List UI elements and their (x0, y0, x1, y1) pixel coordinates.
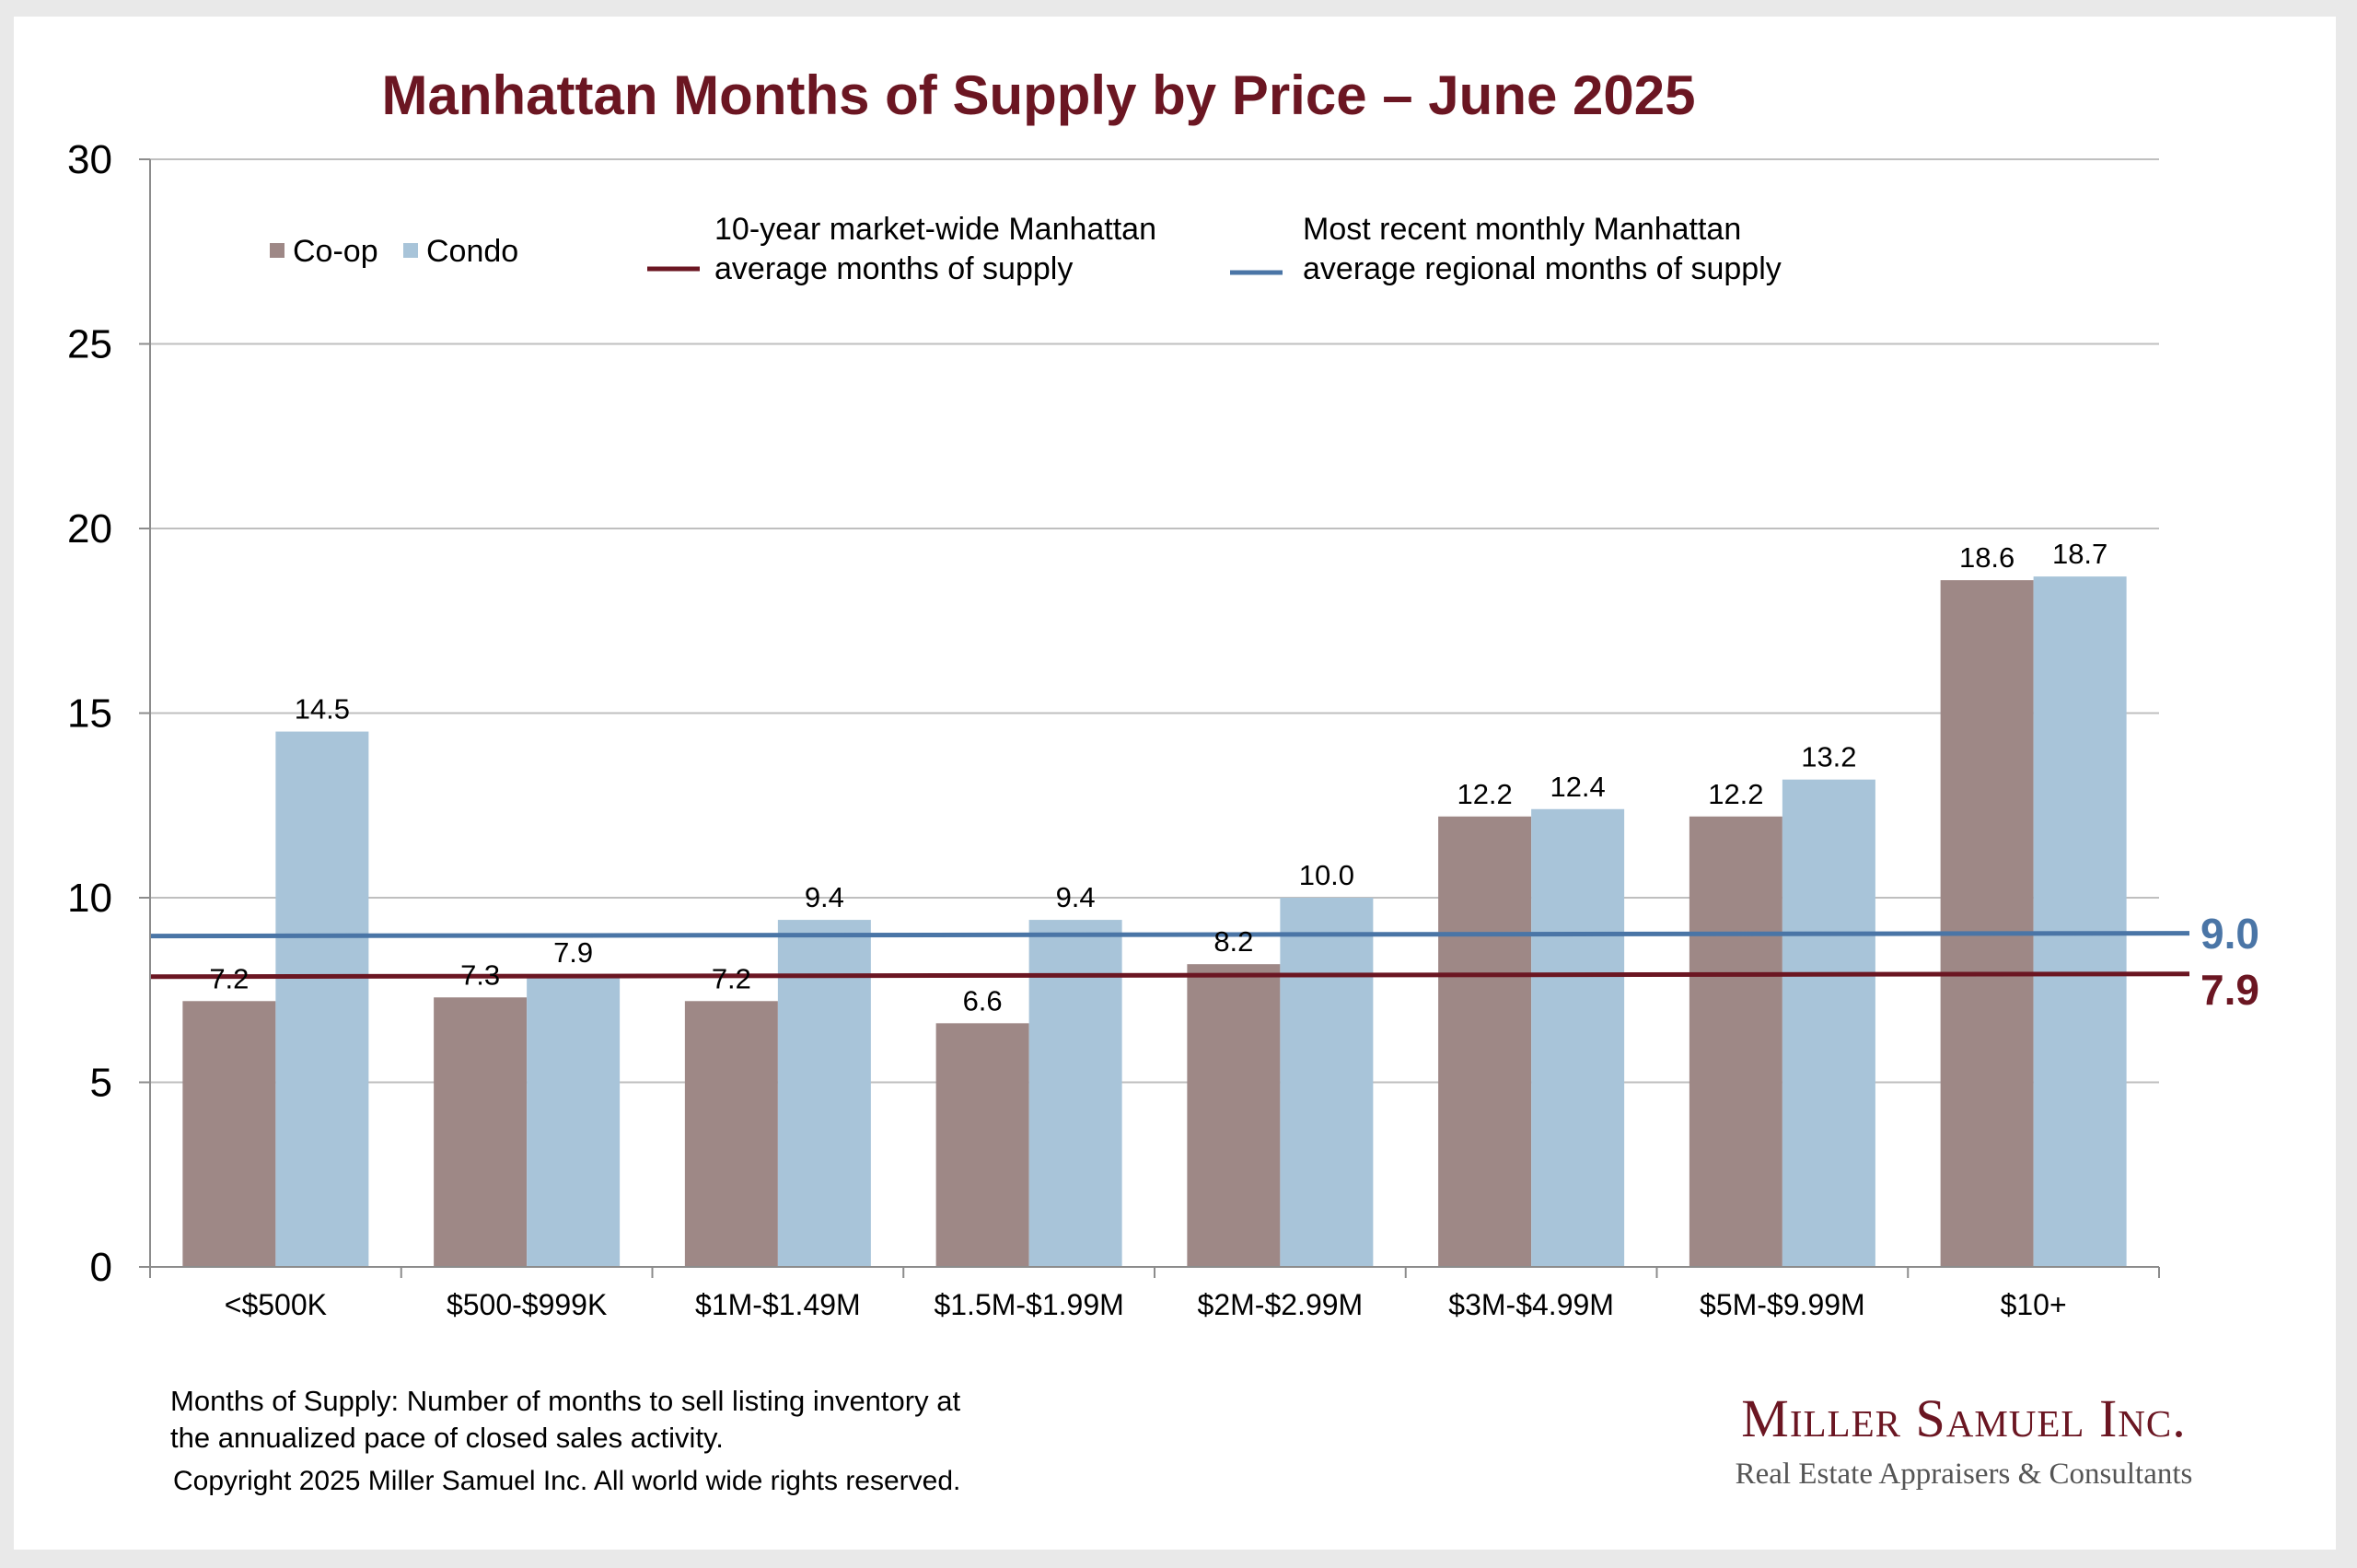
y-tick-label: 30 (67, 137, 112, 182)
coop-data-label: 7.2 (712, 962, 751, 994)
x-tick-label: $500-$999K (447, 1288, 607, 1321)
coop-bar (182, 1001, 276, 1267)
bars (182, 576, 2127, 1267)
coop-data-label: 7.3 (460, 958, 500, 991)
note-line-1: Months of Supply: Number of months to se… (170, 1385, 961, 1417)
reference-lines: 9.0 7.9 (149, 910, 2259, 1014)
brand-logo: Miller Samuel Inc. Real Estate Appraiser… (1720, 1390, 2208, 1492)
note-line-2: the annualized pace of closed sales acti… (170, 1422, 724, 1454)
condo-bar (2033, 576, 2127, 1267)
condo-data-label: 10.0 (1299, 859, 1354, 891)
condo-legend-swatch (403, 243, 418, 258)
condo-bar (777, 920, 871, 1267)
brand-name: Miller Samuel Inc. (1741, 1388, 2187, 1448)
x-tick-label: $10+ (2001, 1288, 2067, 1321)
condo-bar (1028, 920, 1122, 1267)
x-tick-label: $3M-$4.99M (1448, 1288, 1614, 1321)
legend: Co-op Condo 10-year market-wide Manhattan a… (270, 212, 1782, 286)
ten-year-average-line (149, 971, 2190, 980)
condo-bar (1280, 898, 1374, 1267)
x-tick-label: $1M-$1.49M (695, 1288, 861, 1321)
condo-data-label: 7.9 (553, 936, 593, 969)
coop-data-label: 6.6 (963, 984, 1003, 1016)
condo-data-label: 14.5 (295, 693, 350, 726)
copyright-text: Copyright 2025 Miller Samuel Inc. All wo… (173, 1466, 961, 1496)
y-tick-label: 20 (67, 506, 112, 552)
regional-legend-label-line-2: average regional months of supply (1303, 251, 1782, 286)
x-tick-label: <$500K (225, 1288, 327, 1321)
condo-legend-label: Condo (426, 234, 518, 269)
coop-data-label: 18.6 (1959, 541, 2014, 574)
condo-data-label: 12.4 (1550, 771, 1605, 803)
x-tick-label: $1.5M-$1.99M (934, 1288, 1123, 1321)
coop-bar (1689, 816, 1782, 1267)
coop-bar (1438, 816, 1532, 1267)
y-tick-label: 0 (90, 1245, 112, 1290)
supply-definition-note: Months of Supply: Number of months to se… (170, 1383, 1183, 1457)
coop-bar (684, 1001, 778, 1267)
regional-average-label: 9.0 (2200, 910, 2259, 958)
brand-tagline: Real Estate Appraisers & Consultants (1735, 1458, 2193, 1491)
condo-bar (1531, 808, 1625, 1267)
coop-data-label: 12.2 (1457, 778, 1512, 810)
ten-year-legend-label-line-1: 10-year market-wide Manhattan (714, 212, 1156, 247)
chart-title: Manhattan Months of Supply by Price – Ju… (382, 64, 1696, 126)
ten-year-average-label: 7.9 (2200, 966, 2259, 1014)
condo-bar (1782, 779, 1875, 1267)
condo-data-label: 9.4 (1056, 881, 1096, 913)
y-tick-label: 10 (67, 876, 112, 921)
x-tick-label: $2M-$2.99M (1198, 1288, 1364, 1321)
y-tick-label: 5 (90, 1061, 112, 1106)
data-labels: 7.2 7.3 7.2 6.6 8.2 12.2 12.2 18.6 14.5 7.9 9.4 9.4… (209, 538, 2107, 1016)
x-tick-label: $5M-$9.99M (1700, 1288, 1865, 1321)
coop-legend-swatch (270, 243, 284, 258)
condo-data-label: 9.4 (805, 881, 844, 913)
coop-bar (935, 1023, 1029, 1267)
coop-bar (1940, 580, 2034, 1267)
coop-bar (434, 997, 528, 1267)
y-tick-label: 25 (67, 322, 112, 367)
axes: 0 5 10 15 20 25 30 <$500K $500-$999K $1M-$1.49M $1… (67, 137, 2160, 1321)
regional-average-line (149, 931, 2190, 939)
regional-legend-label-line-1: Most recent monthly Manhattan (1303, 212, 1741, 247)
condo-bar (275, 731, 369, 1267)
condo-data-label: 13.2 (1801, 741, 1856, 773)
coop-legend-label: Co-op (293, 234, 378, 269)
ten-year-legend-label-line-2: average months of supply (714, 251, 1073, 286)
coop-bar (1187, 964, 1281, 1267)
coop-data-label: 12.2 (1708, 778, 1763, 810)
coop-data-label: 7.2 (209, 962, 249, 994)
condo-bar (527, 975, 621, 1267)
coop-data-label: 8.2 (1213, 925, 1253, 958)
y-tick-label: 15 (67, 691, 112, 737)
condo-data-label: 18.7 (2052, 538, 2107, 570)
